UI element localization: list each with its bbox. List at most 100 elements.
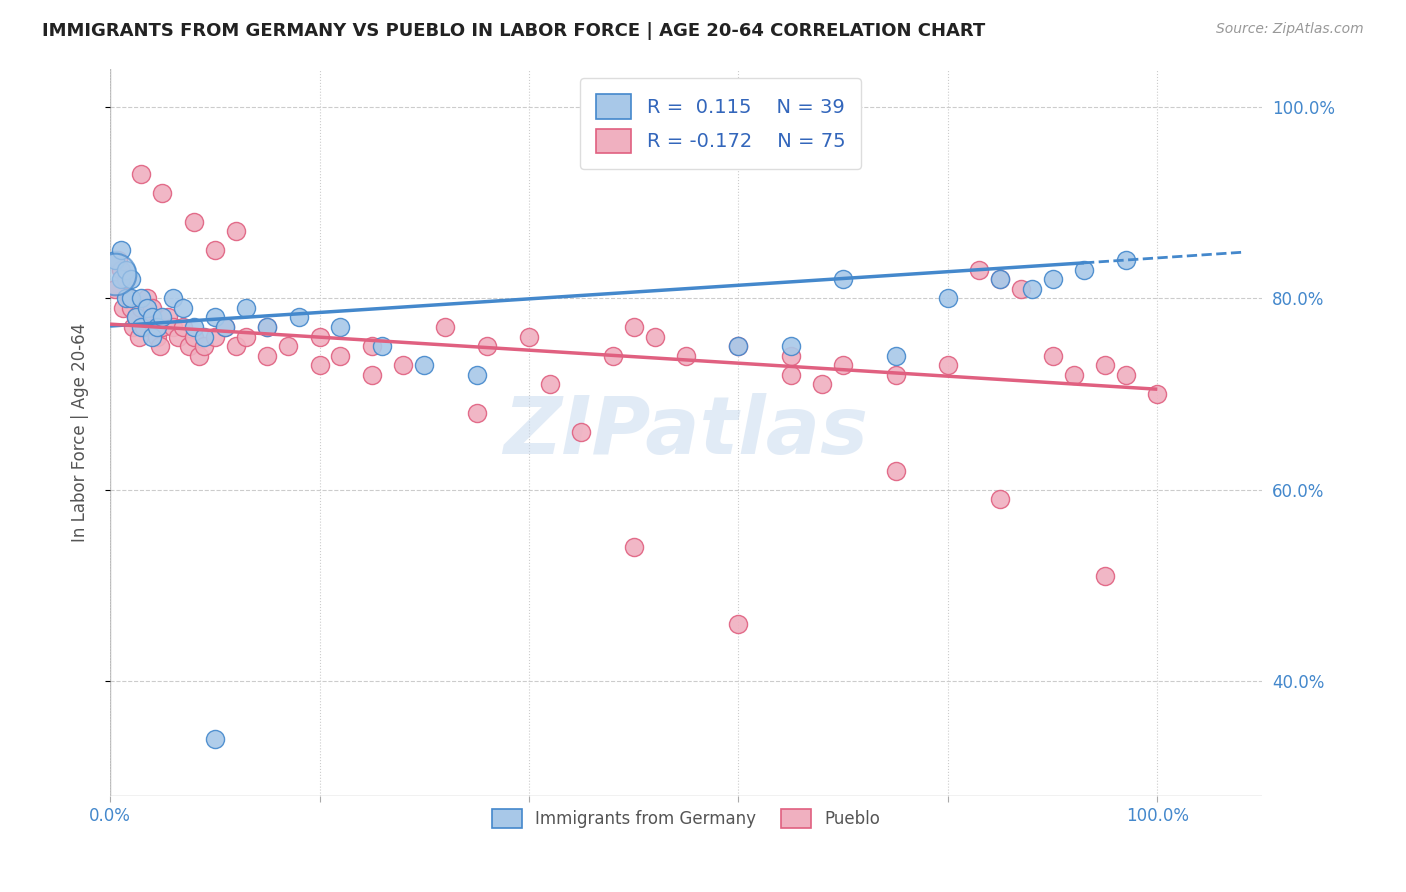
Point: [183, 320, 205, 334]
Legend: Immigrants from Germany, Pueblo: Immigrants from Germany, Pueblo: [485, 803, 887, 835]
Point: [131, 301, 153, 315]
Y-axis label: In Labor Force | Age 20-64: In Labor Force | Age 20-64: [72, 323, 89, 541]
Point: [1042, 272, 1064, 286]
Point: [360, 339, 382, 353]
Point: [969, 262, 991, 277]
Point: [936, 359, 959, 373]
Point: [125, 310, 148, 325]
Text: ZIPatlas: ZIPatlas: [503, 393, 869, 471]
Point: [360, 368, 382, 382]
Point: [475, 339, 498, 353]
Point: [214, 320, 236, 334]
Point: [727, 339, 749, 353]
Point: [162, 291, 184, 305]
Point: [149, 339, 172, 353]
Point: [193, 339, 215, 353]
Point: [225, 224, 247, 238]
Point: [832, 359, 855, 373]
Point: [811, 377, 834, 392]
Point: [287, 310, 309, 325]
Point: [118, 291, 141, 305]
Point: [114, 262, 136, 277]
Point: [988, 272, 1011, 286]
Point: [107, 252, 129, 267]
Point: [110, 262, 132, 277]
Point: [146, 329, 169, 343]
Point: [465, 406, 488, 420]
Point: [172, 301, 194, 315]
Point: [120, 272, 142, 286]
Point: [465, 368, 488, 382]
Point: [146, 320, 169, 334]
Point: [988, 272, 1011, 286]
Point: [125, 310, 148, 325]
Point: [214, 320, 236, 334]
Point: [110, 272, 132, 286]
Point: [517, 329, 540, 343]
Point: [1094, 359, 1116, 373]
Point: [141, 329, 163, 343]
Point: [779, 349, 801, 363]
Point: [832, 272, 855, 286]
Point: [235, 301, 257, 315]
Point: [204, 244, 226, 258]
Text: Source: ZipAtlas.com: Source: ZipAtlas.com: [1216, 22, 1364, 37]
Point: [111, 301, 134, 315]
Point: [1021, 282, 1043, 296]
Point: [413, 359, 436, 373]
Text: IMMIGRANTS FROM GERMANY VS PUEBLO IN LABOR FORCE | AGE 20-64 CORRELATION CHART: IMMIGRANTS FROM GERMANY VS PUEBLO IN LAB…: [42, 22, 986, 40]
Point: [779, 339, 801, 353]
Point: [114, 272, 136, 286]
Point: [538, 377, 561, 392]
Point: [329, 320, 352, 334]
Point: [727, 339, 749, 353]
Point: [135, 301, 157, 315]
Point: [936, 291, 959, 305]
Point: [110, 244, 132, 258]
Point: [114, 291, 136, 305]
Point: [569, 425, 592, 440]
Point: [141, 310, 163, 325]
Point: [644, 329, 666, 343]
Point: [392, 359, 415, 373]
Point: [183, 215, 205, 229]
Point: [204, 310, 226, 325]
Point: [256, 320, 278, 334]
Point: [1115, 368, 1137, 382]
Point: [779, 368, 801, 382]
Point: [167, 329, 190, 343]
Point: [884, 368, 907, 382]
Point: [120, 301, 142, 315]
Point: [183, 329, 205, 343]
Point: [152, 320, 174, 334]
Point: [727, 616, 749, 631]
Point: [204, 329, 226, 343]
Point: [1146, 387, 1168, 401]
Point: [434, 320, 457, 334]
Point: [177, 339, 200, 353]
Point: [143, 320, 166, 334]
Point: [225, 339, 247, 353]
Point: [204, 731, 226, 746]
Point: [135, 291, 157, 305]
Point: [256, 349, 278, 363]
Point: [371, 339, 394, 353]
Point: [131, 320, 153, 334]
Point: [131, 291, 153, 305]
Point: [675, 349, 697, 363]
Point: [602, 349, 624, 363]
Point: [329, 349, 352, 363]
Point: [1115, 252, 1137, 267]
Point: [308, 329, 330, 343]
Point: [1094, 569, 1116, 583]
Point: [156, 310, 179, 325]
Point: [988, 492, 1011, 507]
Point: [623, 540, 645, 554]
Point: [162, 320, 184, 334]
Point: [131, 167, 153, 181]
Point: [884, 349, 907, 363]
Point: [1063, 368, 1085, 382]
Point: [104, 252, 127, 267]
Point: [139, 310, 162, 325]
Point: [120, 291, 142, 305]
